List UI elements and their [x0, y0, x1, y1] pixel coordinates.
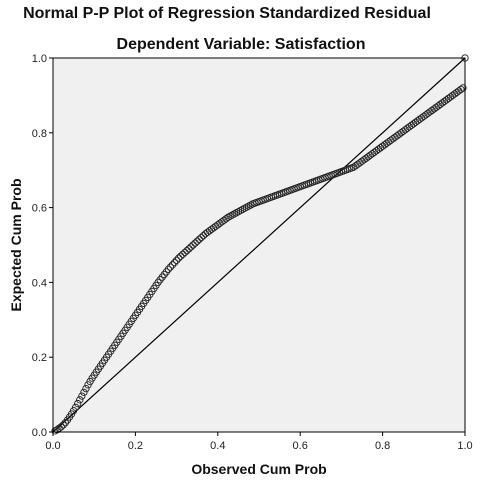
- y-tick-label: 0.0: [32, 427, 47, 439]
- y-tick-label: 1.0: [32, 53, 47, 65]
- data-point: [80, 388, 88, 397]
- x-tick-label: 0.4: [210, 440, 225, 452]
- data-point: [78, 392, 86, 400]
- data-point: [195, 235, 203, 244]
- x-axis-title: Observed Cum Prob: [191, 461, 326, 477]
- x-tick-label: 0.6: [293, 440, 308, 452]
- data-point: [457, 85, 465, 94]
- chart-subtitle: Dependent Variable: Satisfaction: [116, 36, 366, 53]
- data-point: [59, 421, 67, 429]
- data-point: [57, 423, 65, 431]
- data-point: [222, 215, 230, 223]
- y-tick-label: 0.4: [32, 277, 47, 289]
- x-axis-ticks: 0.0 0.2 0.4 0.6 0.8 1.0: [45, 432, 473, 452]
- data-point: [187, 243, 195, 251]
- data-point: [172, 256, 181, 264]
- plot-border: [52, 57, 466, 433]
- y-tick-label: 0.6: [32, 203, 47, 215]
- data-points: [51, 54, 469, 435]
- y-axis-ticks: 0.0 0.2 0.4 0.6 0.8 1.0: [32, 53, 53, 439]
- chart-title: Normal P-P Plot of Regression Standardiz…: [23, 5, 431, 22]
- y-tick-label: 0.8: [32, 128, 47, 140]
- data-point: [185, 245, 193, 253]
- data-point: [170, 258, 179, 267]
- data-point: [459, 84, 467, 92]
- y-axis-title: Expected Cum Prob: [8, 178, 24, 311]
- data-point: [72, 403, 80, 411]
- data-point: [168, 261, 177, 269]
- data-point: [74, 399, 82, 408]
- data-point: [166, 263, 175, 271]
- data-point: [179, 250, 187, 259]
- data-point: [189, 241, 197, 249]
- x-tick-label: 1.0: [457, 440, 472, 452]
- x-tick-label: 0.8: [375, 440, 390, 452]
- data-point: [164, 265, 173, 273]
- data-point: [193, 237, 201, 245]
- data-point: [183, 246, 191, 255]
- data-point: [177, 252, 185, 260]
- data-point: [76, 396, 84, 404]
- reference-line: [52, 57, 466, 433]
- data-point: [175, 254, 183, 262]
- y-tick-label: 0.2: [32, 352, 47, 364]
- data-point: [191, 239, 199, 247]
- data-point: [82, 384, 90, 393]
- x-tick-label: 0.0: [45, 440, 60, 452]
- data-point: [181, 248, 189, 257]
- x-tick-label: 0.2: [128, 440, 143, 452]
- data-point: [197, 233, 205, 242]
